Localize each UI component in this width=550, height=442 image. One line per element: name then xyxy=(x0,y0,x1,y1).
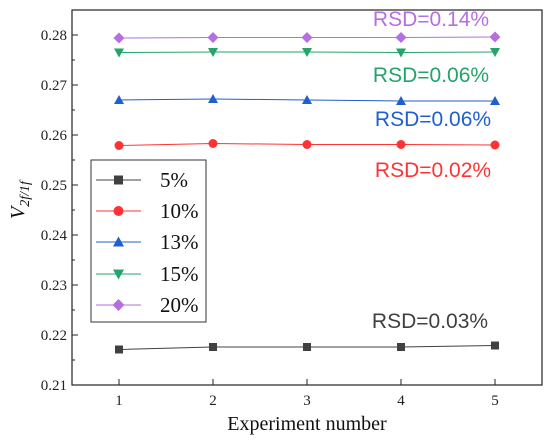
data-point xyxy=(301,32,313,43)
y-axis-title-main: V xyxy=(7,204,29,219)
legend-label: 10% xyxy=(160,199,199,223)
legend-label: 20% xyxy=(160,293,199,317)
y-tick-label: 0.27 xyxy=(41,78,68,94)
data-point xyxy=(208,48,218,57)
data-point xyxy=(208,94,218,103)
legend-marker xyxy=(112,299,125,311)
legend-label: 13% xyxy=(160,230,199,254)
legend-marker xyxy=(113,206,124,216)
data-point xyxy=(490,48,500,57)
data-point xyxy=(302,95,312,104)
data-point xyxy=(395,32,407,43)
y-axis-title-sub: 2f/1f xyxy=(18,179,33,207)
data-point xyxy=(209,343,217,351)
data-point xyxy=(396,140,406,149)
data-point xyxy=(114,48,124,58)
legend-box xyxy=(90,159,207,323)
series-20pct xyxy=(113,31,501,44)
legend: 5% 10% 13% 15% 20% xyxy=(90,159,207,323)
data-point xyxy=(303,343,311,351)
data-point xyxy=(302,48,312,57)
data-point xyxy=(114,141,124,150)
legend-marker xyxy=(113,269,124,280)
x-tick-label: 4 xyxy=(397,393,405,409)
data-point xyxy=(396,48,406,58)
legend-marker xyxy=(114,175,123,185)
data-point xyxy=(207,32,219,43)
y-tick-label: 0.23 xyxy=(41,278,67,294)
data-point xyxy=(490,96,500,105)
y-tick-label: 0.24 xyxy=(41,228,68,244)
data-point xyxy=(397,343,405,351)
data-point xyxy=(208,139,218,148)
x-tick-label: 5 xyxy=(491,393,499,409)
y-tick-label: 0.22 xyxy=(41,328,67,344)
x-tick-label: 3 xyxy=(303,393,311,409)
rsd-annotation: RSD=0.06% xyxy=(373,64,489,87)
series-13pct xyxy=(114,94,500,105)
rsd-annotation: RSD=0.03% xyxy=(372,310,488,333)
legend-marker xyxy=(113,236,124,247)
data-point xyxy=(114,95,124,104)
x-tick-label: 1 xyxy=(115,393,123,409)
y-tick-label: 0.28 xyxy=(41,28,67,44)
rsd-annotation: RSD=0.02% xyxy=(375,159,491,182)
rsd-annotation: RSD=0.06% xyxy=(375,108,491,131)
y-tick-label: 0.25 xyxy=(41,178,67,194)
series-5pct xyxy=(115,341,499,354)
x-tick-label: 2 xyxy=(209,393,217,409)
annotations: RSD=0.14% RSD=0.06% RSD=0.06% RSD=0.02% RSD=… xyxy=(372,8,491,333)
data-point xyxy=(302,140,312,149)
y-tick-label: 0.21 xyxy=(41,378,67,394)
legend-label: 15% xyxy=(160,262,199,286)
y-axis-title: V2f/1f xyxy=(7,179,33,219)
y-tick-label: 0.26 xyxy=(41,128,68,144)
data-point xyxy=(491,341,499,350)
x-axis-title: Experiment number xyxy=(227,413,387,435)
data-point xyxy=(396,96,406,105)
series-15pct xyxy=(114,48,500,58)
axis-ticks: 1 2 3 4 5 0.21 0.22 0.23 0.24 0.25 0.26 0.27 0.28 xyxy=(41,28,499,409)
series-layer xyxy=(113,31,501,354)
data-point xyxy=(489,31,501,43)
rsd-annotation: RSD=0.14% xyxy=(373,8,489,31)
data-point xyxy=(115,345,123,354)
data-point xyxy=(113,32,125,44)
legend-label: 5% xyxy=(160,168,188,192)
series-10pct xyxy=(114,139,500,150)
data-point xyxy=(490,140,500,150)
